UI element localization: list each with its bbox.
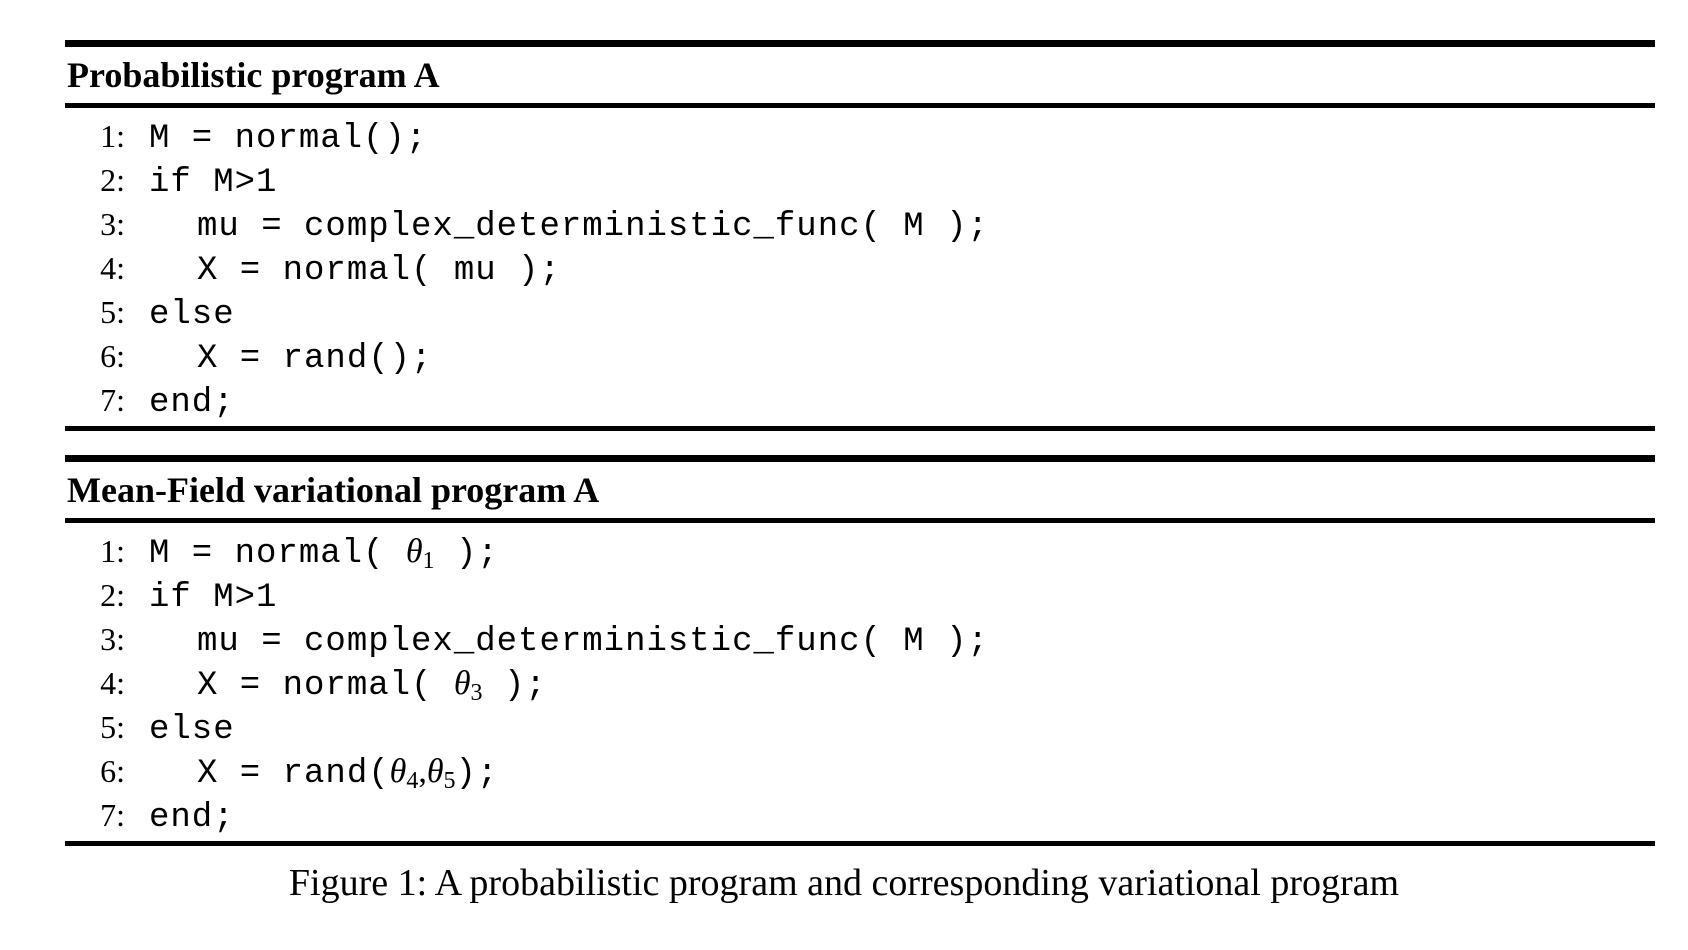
code-line: 2: if M>1 — [65, 158, 1655, 202]
line-number: 4: — [100, 665, 125, 701]
code-line: 7: end; — [65, 378, 1655, 422]
figure-caption: Figure 1: A probabilistic program and co… — [288, 862, 1400, 904]
algorithm-variational-program: Mean-Field variational program A 1: M = … — [65, 455, 1655, 846]
line-number: 2: — [100, 577, 125, 613]
code-line: 1: M = normal(); — [65, 114, 1655, 158]
line-number: 6: — [100, 338, 125, 374]
code-line: 4: X = normal( θ3 ); — [65, 661, 1655, 705]
line-number: 7: — [100, 382, 125, 418]
title-rule — [65, 103, 1655, 108]
code-line: 3: mu = complex_deterministic_func( M ); — [65, 202, 1655, 246]
line-number: 6: — [100, 753, 125, 789]
code-text: end; — [149, 384, 235, 422]
line-number: 5: — [100, 709, 125, 745]
code-text: X = rand(); — [197, 340, 433, 378]
code-text: else — [149, 296, 235, 334]
top-rule — [65, 40, 1655, 47]
bottom-rule — [65, 841, 1655, 846]
code-text: X = rand(θ4,θ5); — [197, 753, 499, 794]
line-number: 5: — [100, 294, 125, 330]
line-number: 1: — [100, 533, 125, 569]
code-text: else — [149, 711, 235, 749]
code-line: 2: if M>1 — [65, 573, 1655, 617]
code-line: 6: X = rand(); — [65, 334, 1655, 378]
algorithm-probabilistic-program: Probabilistic program A 1: M = normal();… — [65, 40, 1655, 431]
theta-symbol: θ4 — [389, 753, 419, 794]
bottom-rule — [65, 426, 1655, 431]
code-text: X = normal( θ3 ); — [197, 665, 547, 706]
theta-symbol: θ1 — [405, 533, 435, 574]
code-line: 1: M = normal( θ1 ); — [65, 529, 1655, 573]
line-number: 3: — [100, 206, 125, 242]
code-line: 6: X = rand(θ4,θ5); — [65, 749, 1655, 793]
code-text: mu = complex_deterministic_func( M ); — [197, 623, 989, 661]
code-text: X = normal( mu ); — [197, 252, 561, 290]
code-line: 7: end; — [65, 793, 1655, 837]
code-line: 3: mu = complex_deterministic_func( M ); — [65, 617, 1655, 661]
code-line: 5: else — [65, 290, 1655, 334]
figure: Probabilistic program A 1: M = normal();… — [65, 40, 1655, 846]
line-number: 2: — [100, 162, 125, 198]
line-number: 1: — [100, 118, 125, 154]
theta-symbol: θ3 — [453, 665, 483, 706]
line-number: 3: — [100, 621, 125, 657]
algorithm-title: Probabilistic program A — [67, 55, 440, 95]
algorithm-title: Mean-Field variational program A — [67, 470, 600, 510]
code-block: 1: M = normal(); 2: if M>1 3: mu = compl… — [65, 108, 1655, 426]
code-text: if M>1 — [149, 579, 278, 617]
theta-symbol: θ5 — [426, 753, 456, 794]
code-text: M = normal( θ1 ); — [149, 533, 499, 574]
code-block: 1: M = normal( θ1 ); 2: if M>1 3: mu = c… — [65, 523, 1655, 841]
code-text: end; — [149, 799, 235, 837]
title-rule — [65, 518, 1655, 523]
code-line: 5: else — [65, 705, 1655, 749]
code-text: if M>1 — [149, 164, 278, 202]
code-line: 4: X = normal( mu ); — [65, 246, 1655, 290]
line-number: 4: — [100, 250, 125, 286]
line-number: 7: — [100, 797, 125, 833]
top-rule — [65, 455, 1655, 462]
code-text: M = normal(); — [149, 120, 428, 158]
spacer — [65, 431, 1655, 455]
code-text: mu = complex_deterministic_func( M ); — [197, 208, 989, 246]
